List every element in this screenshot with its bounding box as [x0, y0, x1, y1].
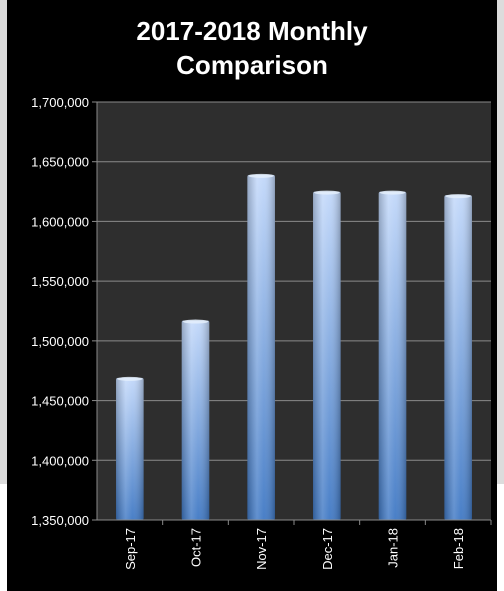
y-tick-label: 1,650,000: [31, 155, 89, 170]
bar-cap: [117, 376, 143, 381]
x-tick-label: Oct-17: [189, 528, 204, 567]
bar-cap: [314, 190, 340, 195]
y-tick-label: 1,600,000: [31, 214, 89, 229]
bar-cap: [182, 319, 209, 324]
left-frame-strip: [0, 0, 7, 484]
bar-shine: [378, 191, 407, 521]
gridlines: [92, 101, 491, 521]
bars: [116, 173, 472, 521]
y-tick-label: 1,500,000: [31, 334, 89, 349]
right-frame-strip: [497, 0, 504, 484]
axes: [96, 102, 492, 525]
bar-shine: [313, 191, 341, 521]
chart-title-line-2: Comparison: [176, 50, 328, 80]
bar-cap: [445, 194, 471, 199]
plot-area: [97, 102, 491, 520]
bar-shine: [444, 195, 472, 520]
x-tick-labels: Sep-17 Oct-17 Nov-17 Dec-17 Jan-18 Feb-18: [123, 528, 466, 570]
bar-cap: [379, 190, 406, 195]
y-tick-label: 1,550,000: [31, 274, 89, 289]
x-tick-label: Dec-17: [320, 528, 335, 570]
chart-title: 2017-2018 Monthly Comparison: [7, 14, 497, 82]
y-tick-label: 1,450,000: [31, 394, 89, 409]
x-tick-label: Feb-18: [451, 528, 466, 569]
bar-shine: [247, 174, 275, 520]
chart-title-line-1: 2017-2018 Monthly: [136, 16, 368, 46]
bar-cap: [248, 173, 274, 178]
x-tick-label: Sep-17: [123, 528, 138, 570]
bar-shine: [181, 320, 210, 520]
x-tick-label: Jan-18: [386, 528, 401, 568]
y-tick-label: 1,700,000: [31, 95, 89, 110]
y-tick-labels: 1,350,000 1,400,000 1,450,000 1,500,000 1,55…: [31, 95, 89, 528]
y-tick-label: 1,400,000: [31, 453, 89, 468]
y-tick-label: 1,350,000: [31, 513, 89, 528]
bar-shine: [116, 377, 144, 520]
x-tick-label: Nov-17: [254, 528, 269, 570]
